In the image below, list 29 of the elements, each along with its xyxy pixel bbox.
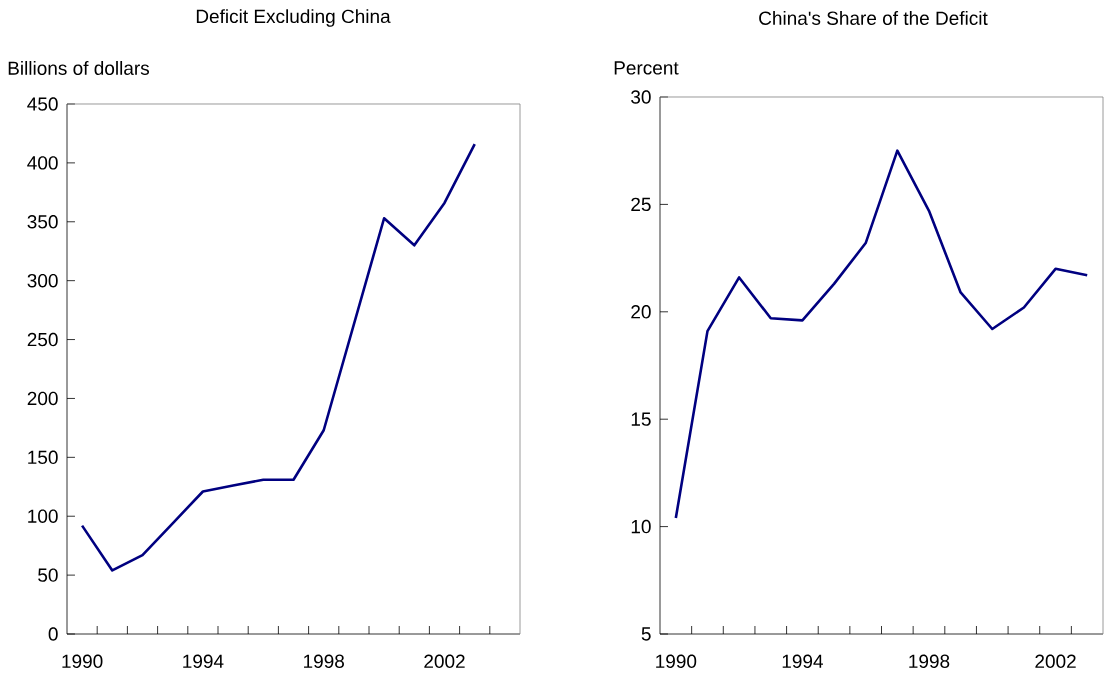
y-tick-label: 15	[631, 412, 651, 426]
x-tick-label: 1998	[304, 654, 344, 668]
y-tick-label: 250	[27, 332, 58, 347]
y-tick-label: 100	[28, 509, 58, 523]
x-tick-label: 1998	[909, 654, 950, 668]
y-tick-label: 20	[631, 305, 651, 319]
y-tick-label: 50	[38, 568, 58, 582]
y-tick-label: 450	[27, 97, 58, 111]
y-tick-label: 0	[48, 627, 58, 641]
y-tick-label: 200	[27, 391, 58, 406]
x-tick-label: 1994	[183, 654, 224, 668]
y-tick-label: 30	[631, 90, 651, 104]
chart-title: Deficit Excluding China	[196, 9, 391, 27]
x-tick-label: 2002	[1035, 654, 1076, 668]
y-tick-label: 150	[28, 450, 58, 465]
y-tick-label: 300	[27, 273, 58, 288]
y-axis-title: Billions of dollars	[8, 61, 150, 75]
chart-title: China's Share of the Deficit	[759, 11, 988, 25]
x-tick-label: 2002	[424, 654, 465, 668]
y-tick-label: 10	[631, 519, 651, 534]
y-axis-title: Percent	[614, 61, 679, 75]
x-tick-label: 1990	[62, 654, 103, 668]
y-tick-label: 400	[27, 156, 58, 170]
y-tick-label: 25	[631, 197, 651, 212]
y-tick-label: 5	[641, 627, 651, 641]
x-tick-label: 1994	[782, 654, 823, 668]
line-series	[674, 149, 1089, 520]
x-tick-label: 1990	[656, 654, 697, 668]
y-tick-label: 350	[27, 215, 58, 229]
